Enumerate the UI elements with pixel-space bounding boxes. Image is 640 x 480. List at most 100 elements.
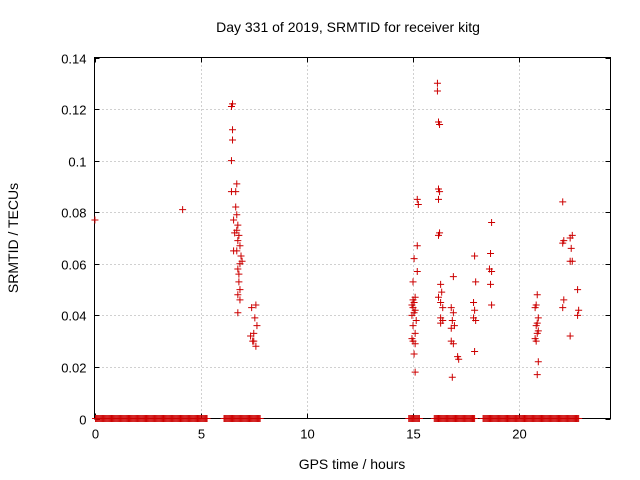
- data-point: [410, 350, 418, 358]
- data-point: [559, 198, 567, 206]
- data-point: [574, 311, 582, 319]
- data-point: [470, 298, 478, 306]
- data-point: [488, 219, 496, 227]
- data-point: [252, 342, 260, 350]
- data-point: [471, 347, 479, 355]
- data-point: [531, 304, 539, 312]
- zero-point: [256, 415, 264, 422]
- data-point: [234, 237, 242, 245]
- data-point: [410, 255, 418, 263]
- data-point: [433, 87, 441, 95]
- data-point: [409, 322, 417, 330]
- data-point: [227, 157, 235, 165]
- data-point: [488, 301, 496, 309]
- y-tick-label: 0.04: [61, 309, 86, 324]
- data-point: [449, 340, 457, 348]
- data-point: [438, 288, 446, 296]
- data-point: [248, 304, 256, 312]
- data-point: [234, 291, 242, 299]
- y-tick-label: 0.14: [61, 52, 86, 67]
- zero-point: [415, 415, 423, 422]
- data-point: [233, 180, 241, 188]
- data-point: [471, 306, 479, 314]
- data-point: [566, 257, 574, 265]
- data-point: [439, 304, 447, 312]
- data-point: [234, 309, 242, 317]
- data-point: [533, 329, 541, 337]
- data-point: [413, 195, 421, 203]
- data-point: [234, 221, 242, 229]
- data-point: [448, 373, 456, 381]
- y-tick-label: 0.1: [68, 155, 86, 170]
- data-point: [471, 252, 479, 260]
- data-points: [91, 79, 583, 422]
- data-point: [233, 211, 241, 219]
- data-point: [229, 136, 237, 144]
- data-point: [235, 270, 243, 278]
- data-point: [433, 79, 441, 87]
- data-point: [229, 100, 237, 108]
- data-point: [236, 260, 244, 268]
- data-point: [437, 298, 445, 306]
- chart-title: Day 331 of 2019, SRMTID for receiver kit…: [216, 19, 480, 35]
- data-point: [235, 231, 243, 239]
- data-point: [574, 286, 582, 294]
- data-point: [534, 358, 542, 366]
- data-point: [559, 239, 567, 247]
- data-point: [411, 368, 419, 376]
- data-point: [237, 252, 245, 260]
- data-point: [233, 226, 241, 234]
- y-tick-label: 0.08: [61, 206, 86, 221]
- data-point: [447, 324, 455, 332]
- data-point: [236, 286, 244, 294]
- data-point: [233, 247, 241, 255]
- y-tick-label: 0.06: [61, 258, 86, 273]
- y-tick-label: 0: [79, 413, 86, 428]
- data-point: [487, 280, 495, 288]
- data-point: [413, 268, 421, 276]
- data-point: [533, 291, 541, 299]
- data-point: [435, 293, 442, 301]
- x-axis-label: GPS time / hours: [299, 456, 406, 472]
- y-tick-label: 0.12: [61, 103, 86, 118]
- data-point: [534, 314, 542, 322]
- data-point: [532, 337, 540, 345]
- data-point: [412, 317, 420, 325]
- data-point: [532, 322, 540, 330]
- data-point: [234, 265, 242, 273]
- y-axis-label: SRMTID / TECUs: [5, 183, 21, 293]
- plot-frame: [94, 57, 611, 419]
- data-point: [436, 188, 444, 196]
- data-point: [232, 203, 240, 211]
- data-point: [487, 249, 495, 257]
- data-point: [436, 121, 444, 129]
- data-point: [179, 206, 187, 214]
- data-point: [575, 306, 583, 314]
- data-point: [472, 278, 480, 286]
- zero-point: [203, 415, 211, 422]
- data-point: [236, 242, 244, 250]
- data-point: [411, 329, 419, 337]
- zero-point: [471, 415, 479, 422]
- data-point: [247, 332, 255, 340]
- data-point: [251, 314, 259, 322]
- data-point: [560, 296, 568, 304]
- ticks: 0 5 10 15 20 0 0.02 0.04 0.06 0.08 0.1 0.12 0.14: [61, 52, 611, 442]
- data-point: [435, 231, 442, 239]
- data-point: [235, 278, 243, 286]
- data-point: [411, 293, 419, 301]
- x-tick-label: 20: [512, 427, 526, 442]
- zero-point: [575, 415, 583, 422]
- data-point: [91, 216, 99, 224]
- data-point: [414, 200, 422, 208]
- data-point: [449, 273, 457, 281]
- x-tick-label: 10: [300, 427, 314, 442]
- data-point: [533, 371, 541, 379]
- data-point: [488, 268, 496, 276]
- data-point: [236, 296, 244, 304]
- data-point: [455, 355, 463, 363]
- data-point: [559, 304, 567, 312]
- data-point: [409, 278, 417, 286]
- data-point: [566, 332, 574, 340]
